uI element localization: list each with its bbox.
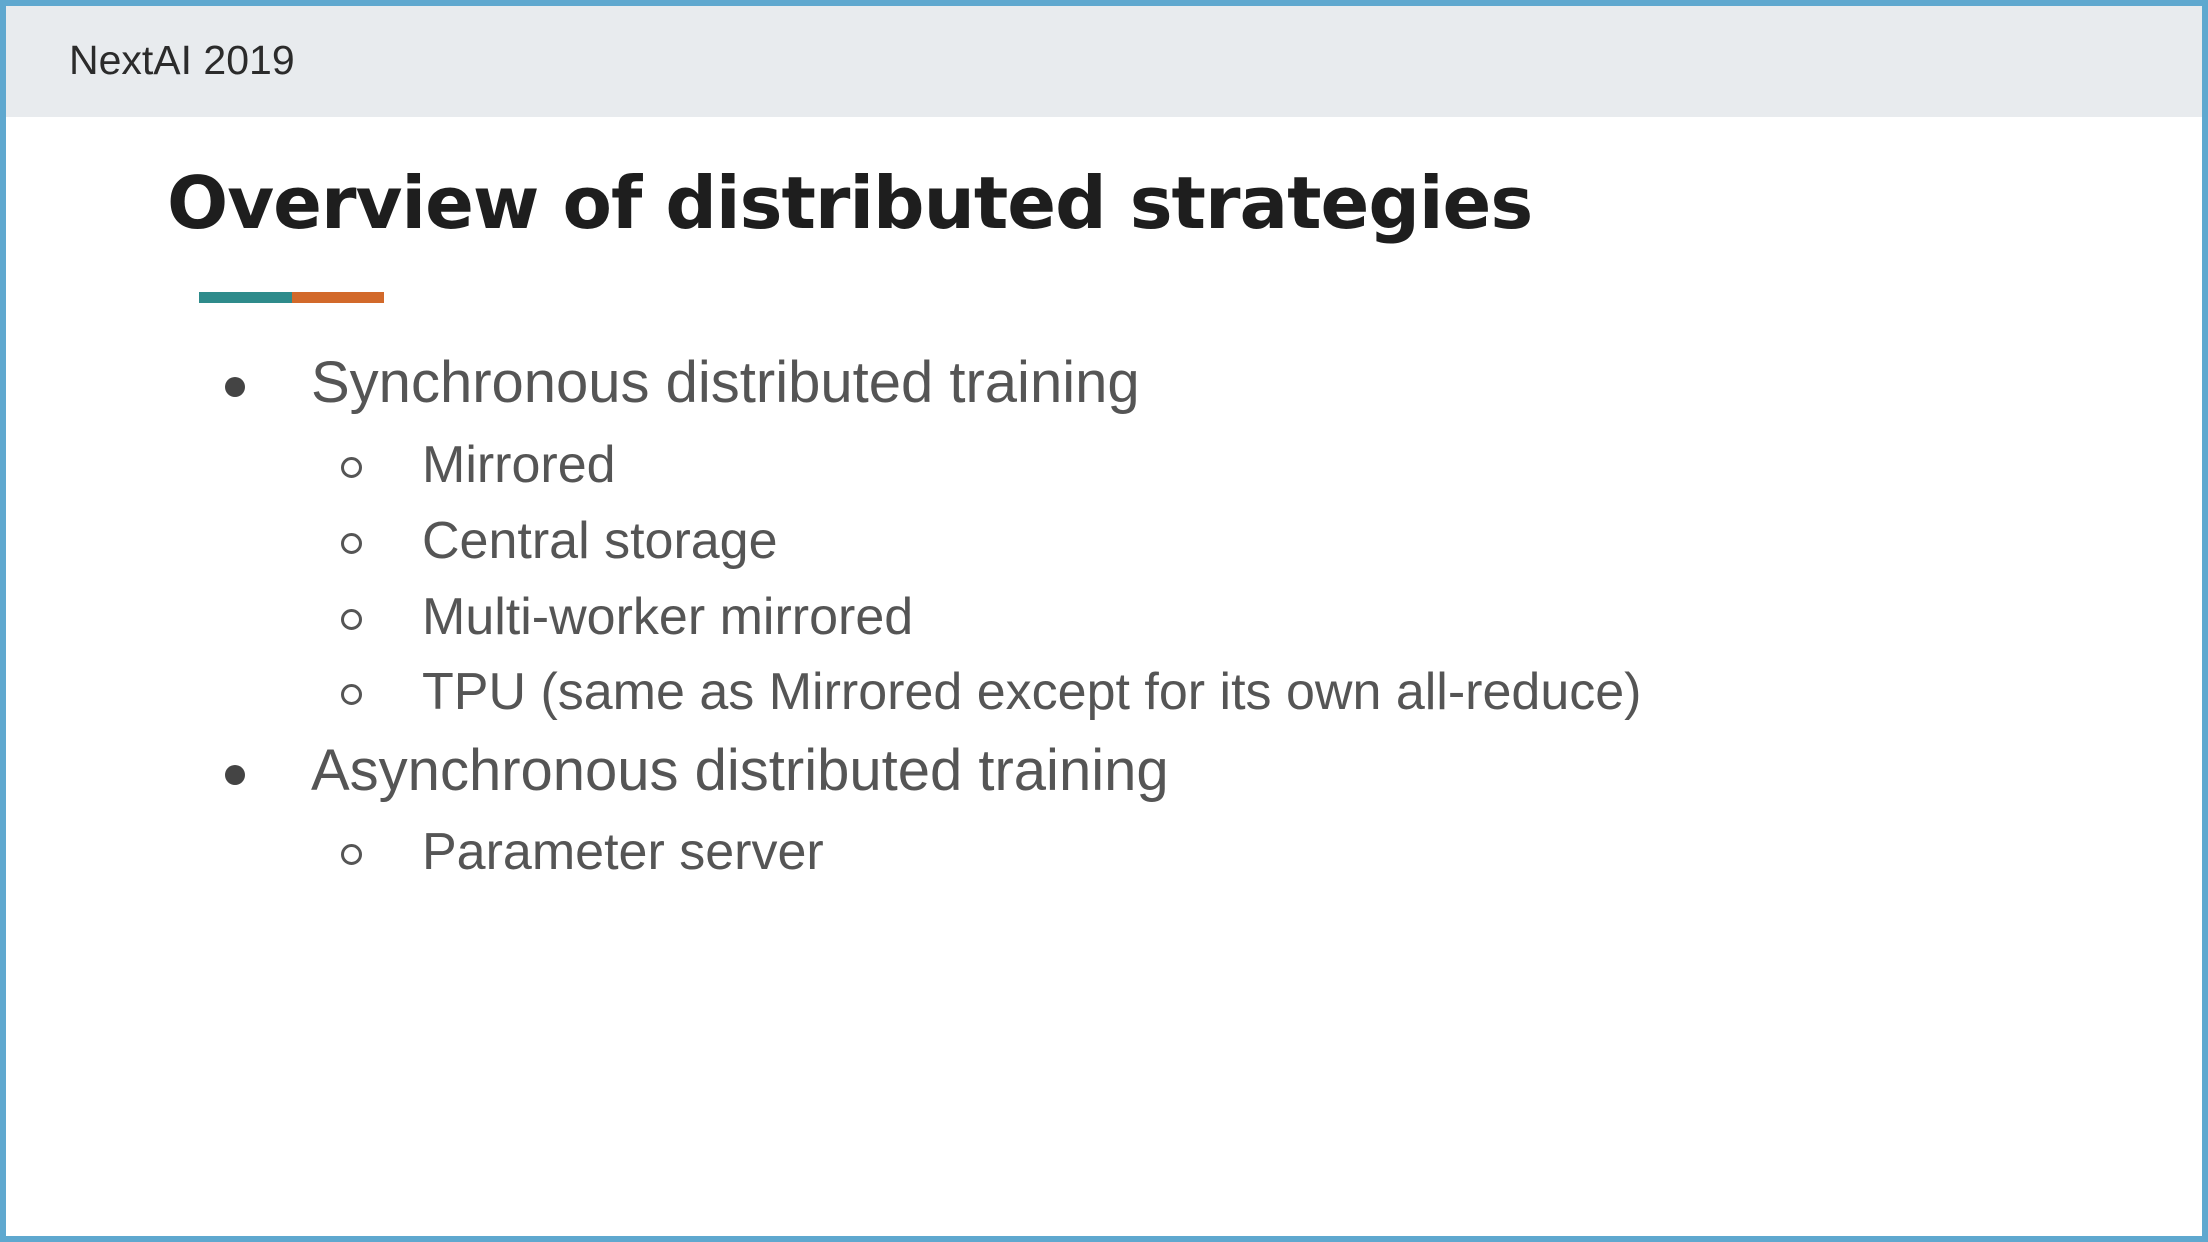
sub-bullet-item: Mirrored — [422, 436, 616, 494]
header-band: NextAI 2019 — [6, 6, 2202, 117]
accent-segment-orange — [291, 292, 384, 303]
sub-bullet-item: Central storage — [422, 512, 778, 570]
bullet-circle-icon — [341, 684, 362, 705]
bullet-item: Asynchronous distributed training — [311, 738, 1169, 803]
title-accent-rule — [199, 292, 384, 303]
bullet-list: Synchronous distributed training Mirrore… — [6, 6, 2202, 1236]
accent-segment-teal — [199, 292, 292, 303]
slide-title: Overview of distributed strategies — [167, 161, 1533, 245]
sub-bullet-item: Multi-worker mirrored — [422, 588, 914, 646]
bullet-disc-icon — [225, 377, 245, 397]
sub-bullet-item: TPU (same as Mirrored except for its own… — [422, 663, 1642, 721]
event-label: NextAI 2019 — [69, 37, 295, 83]
bullet-circle-icon — [341, 844, 362, 865]
bullet-disc-icon — [225, 765, 245, 785]
bullet-circle-icon — [341, 533, 362, 554]
bullet-circle-icon — [341, 609, 362, 630]
sub-bullet-item: Parameter server — [422, 823, 824, 881]
bullet-item: Synchronous distributed training — [311, 350, 1140, 415]
bullet-circle-icon — [341, 457, 362, 478]
